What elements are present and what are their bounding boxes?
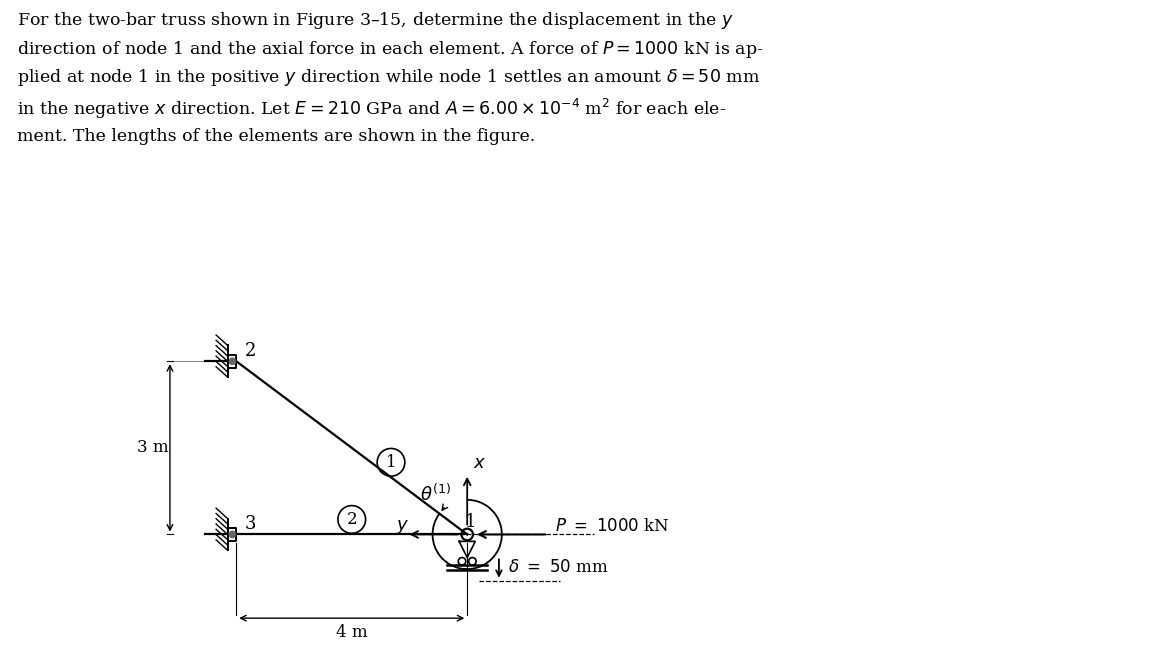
Text: 3 m: 3 m <box>137 440 168 456</box>
Text: 3: 3 <box>245 515 257 533</box>
Text: 1: 1 <box>465 513 475 531</box>
Text: 2: 2 <box>346 511 357 528</box>
Text: $\delta\  =\ 50$ mm: $\delta\ =\ 50$ mm <box>508 559 609 576</box>
Text: $\theta^{(1)}$: $\theta^{(1)}$ <box>419 484 451 505</box>
Circle shape <box>229 358 236 364</box>
Text: 2: 2 <box>245 342 257 360</box>
Text: For the two-bar truss shown in Figure 3–15, determine the displacement in the $y: For the two-bar truss shown in Figure 3–… <box>17 10 763 145</box>
Text: 4 m: 4 m <box>336 624 367 641</box>
Text: $x$: $x$ <box>473 454 486 472</box>
Circle shape <box>229 531 236 537</box>
Text: $P\ =\ 1000$ kN: $P\ =\ 1000$ kN <box>555 518 669 535</box>
Text: 1: 1 <box>386 454 396 471</box>
Text: $y$: $y$ <box>396 518 409 536</box>
